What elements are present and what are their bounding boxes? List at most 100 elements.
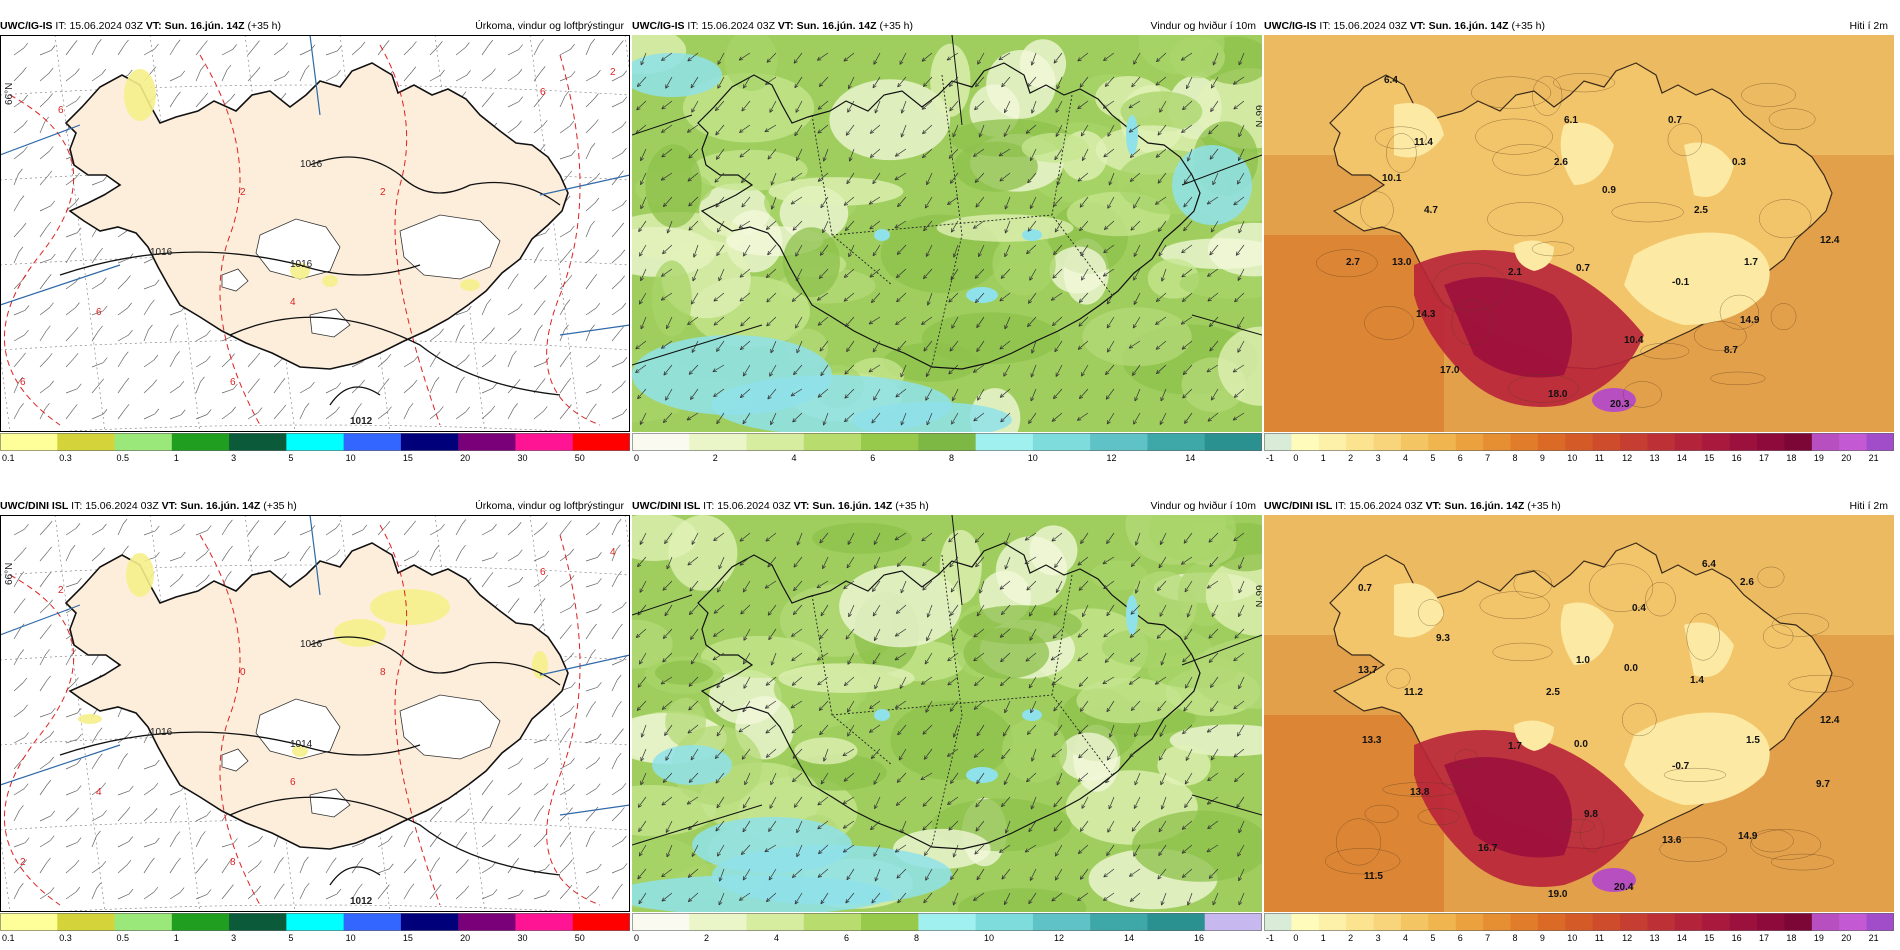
colorbar-tick-label: 30	[517, 453, 527, 463]
colorbar-swatch	[57, 913, 116, 931]
region-borders	[811, 74, 1113, 366]
colorbar-tick-label: 13	[1649, 453, 1659, 463]
colorbar-tick-label: 12	[1054, 933, 1064, 943]
meridian-lines	[0, 35, 630, 336]
colorbar-tick-label: 7	[1485, 933, 1490, 943]
meridian-lines	[0, 515, 630, 816]
latitude-label: 66°N	[4, 563, 15, 585]
colorbar-tick-label: -1	[1266, 933, 1274, 943]
colorbar-tick-label: 20	[1841, 453, 1851, 463]
isobar-label: 1012	[350, 896, 373, 907]
colorbar-swatch	[1757, 913, 1785, 931]
colorbar-swatch	[1811, 433, 1840, 451]
colorbar-tick-label: 14	[1124, 933, 1134, 943]
colorbar-tick-label: 2	[1348, 453, 1353, 463]
colorbar-tick-label: 2	[704, 933, 709, 943]
colorbar-tick-label: 20	[460, 453, 470, 463]
model-name: UWC/DINI ISL	[632, 500, 701, 512]
colorbar-swatch	[1373, 433, 1402, 451]
colorbar-swatch	[458, 913, 516, 931]
temperature-value: 1.7	[1744, 257, 1758, 268]
model-name: UWC/DINI ISL	[1264, 500, 1333, 512]
colorbar-tick-label: 1	[1321, 933, 1326, 943]
temperature-value: 6.1	[1564, 115, 1578, 126]
colorbar-swatch	[1537, 433, 1566, 451]
colorbar-swatch	[1455, 913, 1484, 931]
isotherms	[1316, 72, 1816, 408]
colorbar-tick-label: 17	[1759, 933, 1769, 943]
temperature-value: 13.0	[1392, 257, 1412, 268]
colorbar-tick-label: 5	[288, 453, 293, 463]
colorbar-tick-label: 3	[231, 933, 236, 943]
map-svg: 6.4 6.1 0.7 11.4 2.6 0.3 10.1 0.9 4.7 2.5 12.4 2.7 1…	[1264, 35, 1894, 432]
colorbar-tick-label: 17	[1759, 453, 1769, 463]
colorbar-tick-label: 50	[575, 453, 585, 463]
colorbar-tick-label: 15	[1704, 453, 1714, 463]
colorbar-tick-label: 4	[792, 453, 797, 463]
colorbar-tick-label: 5	[288, 933, 293, 943]
temperature-value: 2.6	[1740, 577, 1754, 588]
precip-areas	[78, 553, 548, 757]
latitude-label: 66°N	[4, 83, 15, 105]
colorbar-tick-label: 8	[914, 933, 919, 943]
temperature-value: 0.7	[1668, 115, 1682, 126]
colorbar-swatch	[1032, 913, 1091, 931]
colorbar-tick-label: 2	[1348, 933, 1353, 943]
temp-contour-label: 8	[230, 857, 236, 868]
colorbar-swatch	[1811, 913, 1840, 931]
colorbar-tick-label: 3	[231, 453, 236, 463]
temperature-value: 10.4	[1624, 335, 1644, 346]
map-svg: 2 2 4 0 8 6 8 4 6 1016 1016 1014 1012 66°N	[0, 515, 630, 912]
colorbar-swatch	[1647, 913, 1676, 931]
colorbar-tick-label: 11	[1595, 933, 1604, 943]
colorbar: 0 2 4 6 8 10 12 14	[632, 433, 1262, 463]
colorbar-swatch	[400, 433, 459, 451]
temperature-value: 1.7	[1508, 741, 1522, 752]
strong-wind-areas	[632, 53, 1252, 432]
glaciers	[221, 214, 501, 338]
temp-contour-label: 8	[380, 667, 386, 678]
lakes	[874, 595, 1138, 783]
iceland-landmass	[64, 542, 569, 850]
it-label: IT:	[71, 500, 83, 512]
panel-title: Hiti í 2m	[1849, 500, 1888, 512]
colorbar-swatch	[343, 433, 402, 451]
meridian-lines	[632, 515, 1262, 846]
colorbar-swatch	[1204, 433, 1262, 451]
colorbar-swatch	[0, 913, 58, 931]
panel-title: Úrkoma, vindur og loftþrýstingur	[475, 500, 624, 512]
colorbar-swatches	[1264, 433, 1894, 451]
panel-title: Vindur og hviður í 10m	[1150, 500, 1256, 512]
vt-label: VT:	[777, 20, 794, 32]
colorbar-tick-label: 0.5	[117, 453, 130, 463]
map-svg: 6 6 6 2 2 4 6 2 6 1016 1016 1016 1012 66°N	[0, 35, 630, 432]
map-area: 6.4 2.6 0.7 0.4 9.3 13.7 1.0 0.0 11.2 2.5 1.4 12.4 1…	[1264, 515, 1894, 912]
colorbar-swatch	[343, 913, 402, 931]
it-label: IT:	[55, 20, 67, 32]
colorbar-tick-label: 0	[634, 453, 639, 463]
colorbar-swatch	[1866, 433, 1894, 451]
lead-time: (+35 h)	[1527, 500, 1561, 512]
colorbar-tick-label: 20	[460, 933, 470, 943]
latitude-label: 66°N	[1253, 585, 1262, 607]
isobar-label: 1012	[350, 416, 373, 427]
colorbar-swatch	[689, 913, 748, 931]
colorbar-tick-label: 9	[1540, 453, 1545, 463]
colorbar-tick-label: 15	[1704, 933, 1714, 943]
model-name: UWC/IG-IS	[1264, 20, 1317, 32]
panel-header: UWC/DINI ISL IT: 15.06.2024 03Z VT: Sun.…	[0, 498, 630, 514]
vt-label: VT:	[161, 500, 178, 512]
isobar-label: 1014	[290, 739, 313, 750]
colorbar-tick-label: 15	[403, 453, 413, 463]
panel-title: Hiti í 2m	[1849, 20, 1888, 32]
colorbar-swatch	[1729, 913, 1758, 931]
colorbar-swatch	[861, 913, 919, 931]
temperature-labels: 6.4 2.6 0.7 0.4 9.3 13.7 1.0 0.0 11.2 2.5 1.4 12.4 1…	[1358, 559, 1840, 900]
temp-contour-label: 6	[230, 377, 236, 388]
colorbar-swatch	[746, 913, 805, 931]
colorbar-ticks: 0.1 0.3 0.5 1 3 5 10 15 20 30 50	[2, 453, 585, 463]
temp-contour-label: 6	[96, 307, 102, 318]
temperature-value: 17.0	[1440, 365, 1460, 376]
colorbar-tick-label: 0.3	[59, 933, 72, 943]
colorbar-swatch	[171, 913, 230, 931]
